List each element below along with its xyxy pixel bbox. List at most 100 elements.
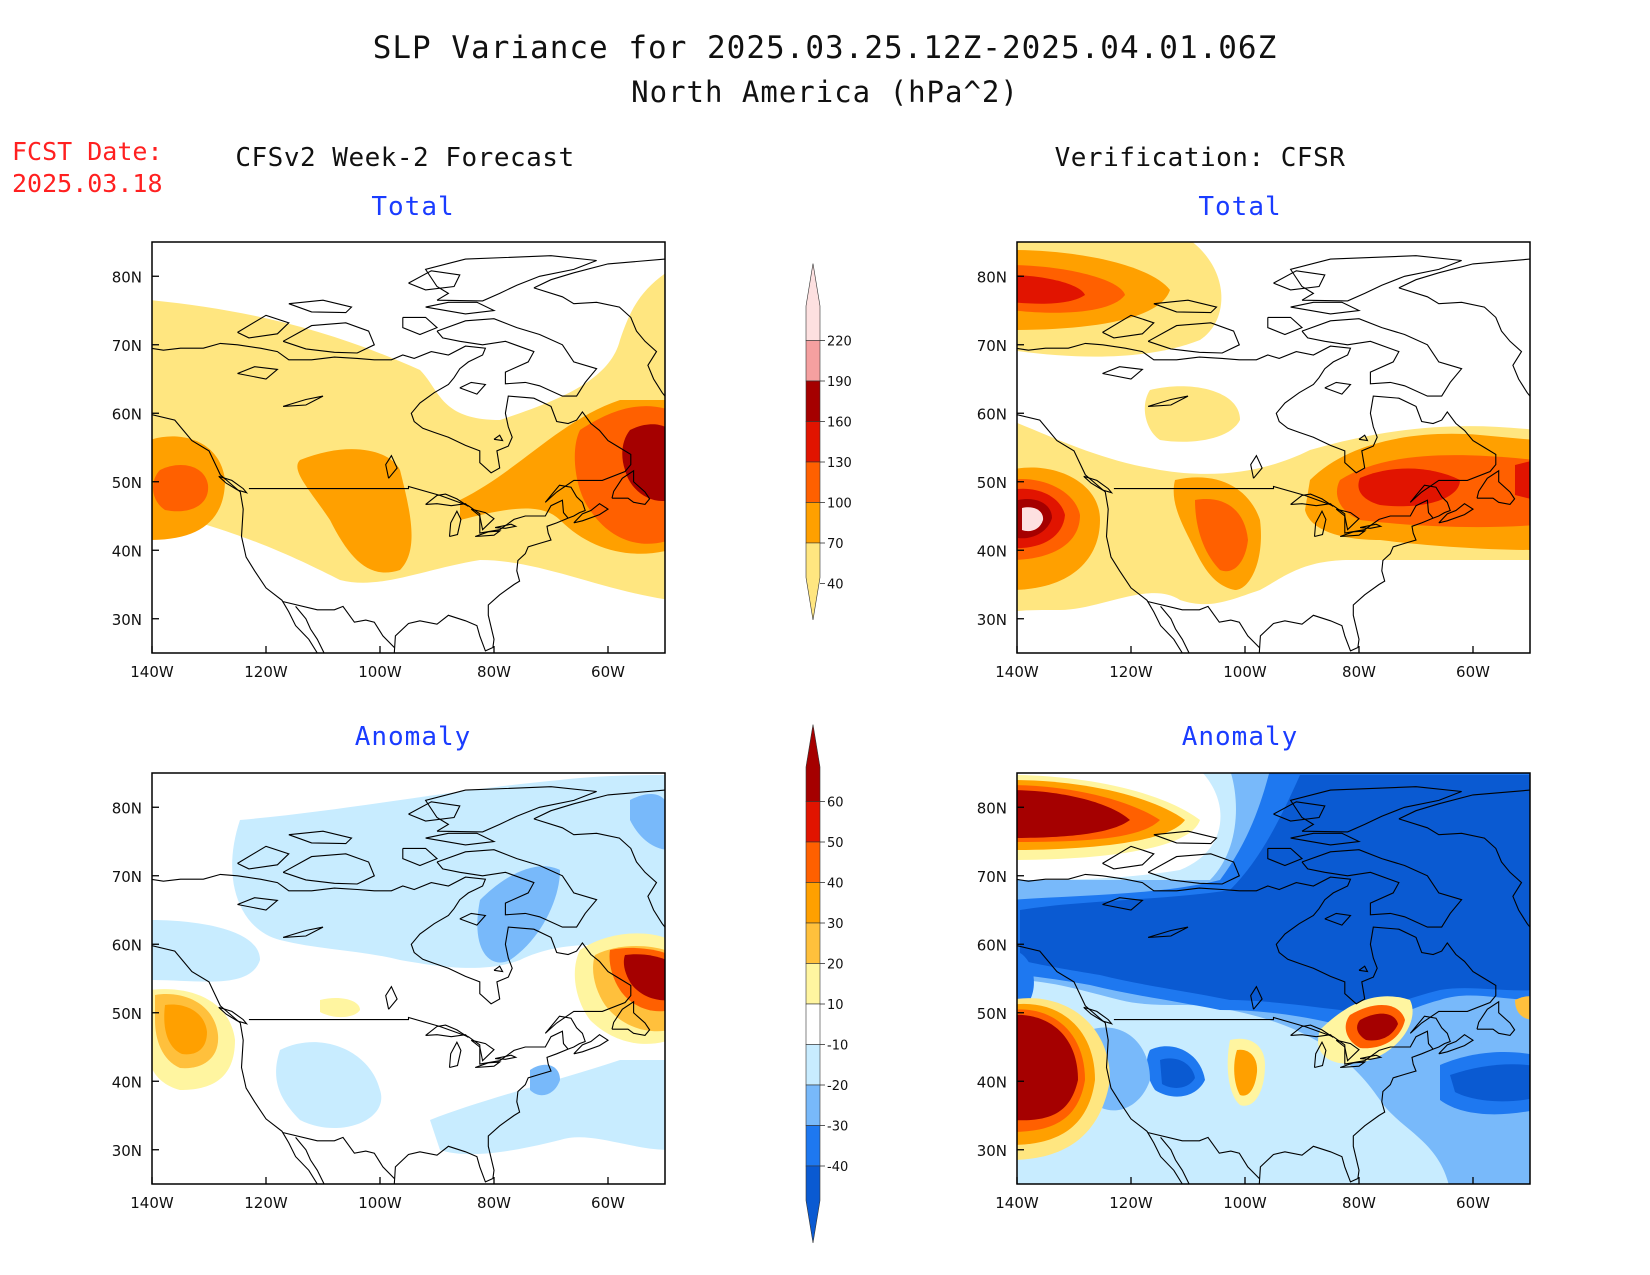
left-column-title: CFSv2 Week-2 Forecast xyxy=(235,143,575,173)
colorbar-segment xyxy=(805,963,821,1005)
coastline xyxy=(282,395,324,407)
lon-tick-label: 100W xyxy=(358,1194,402,1212)
lat-tick-label: 40N xyxy=(977,1073,1007,1091)
coastline xyxy=(1113,1016,1434,1065)
colorbar-segment xyxy=(805,1125,821,1167)
lat-tick-label: 80N xyxy=(977,799,1007,817)
coastline xyxy=(448,1040,462,1069)
coastline xyxy=(1358,434,1369,442)
coastline xyxy=(248,1016,569,1065)
forecast-date-value: 2025.03.18 xyxy=(12,169,163,198)
coastline xyxy=(1017,945,1183,1184)
coastline xyxy=(282,1132,395,1179)
coastline xyxy=(1102,366,1144,380)
colorbar-label: 160 xyxy=(827,416,852,431)
lat-tick-label: 60N xyxy=(977,936,1007,954)
coastline xyxy=(1290,301,1361,315)
lat-tick-label: 50N xyxy=(977,474,1007,492)
coastline xyxy=(1289,786,1462,833)
coastline xyxy=(402,847,439,867)
main-subtitle: North America (hPa^2) xyxy=(631,75,1019,109)
coastline xyxy=(1147,1132,1260,1179)
lon-tick-label: 140W xyxy=(995,663,1039,681)
shading-verification-total xyxy=(1017,242,1530,653)
coastline xyxy=(425,832,496,846)
lat-tick-label: 50N xyxy=(977,1005,1007,1023)
colorbar-label: 220 xyxy=(827,335,852,350)
coastline xyxy=(237,366,279,380)
panel-title-forecast-anomaly: Anomaly xyxy=(354,722,472,752)
coastline xyxy=(1335,508,1360,531)
coastline xyxy=(1273,801,1326,822)
coastline xyxy=(425,301,496,315)
coastline xyxy=(1250,985,1263,1010)
colorbar-segment xyxy=(805,1084,821,1126)
colorbar-label: 20 xyxy=(827,958,844,973)
coastline xyxy=(1267,847,1304,867)
coastline xyxy=(1324,912,1352,926)
forecast-date-block: FCST Date: 2025.03.18 xyxy=(12,136,163,200)
colorbar-label: 130 xyxy=(827,456,852,471)
lon-tick-label: 120W xyxy=(244,1194,288,1212)
coastline xyxy=(533,789,665,820)
coastline xyxy=(152,342,632,653)
coastline xyxy=(408,270,461,291)
colorbar-segment xyxy=(805,542,821,620)
coastline xyxy=(1290,832,1361,846)
coastline xyxy=(1147,853,1241,885)
colorbar-segment xyxy=(805,340,821,382)
coastline xyxy=(1267,316,1304,336)
colorbar-label: 60 xyxy=(827,796,844,811)
map-panel-verification-anomaly xyxy=(1016,772,1531,1185)
lon-tick-label: 100W xyxy=(358,663,402,681)
coastline xyxy=(1102,314,1155,339)
coastline xyxy=(1147,395,1189,407)
coastline xyxy=(1313,509,1327,538)
lat-tick-label: 50N xyxy=(112,1005,142,1023)
coastline xyxy=(1476,1000,1516,1036)
lat-tick-label: 40N xyxy=(977,542,1007,560)
coastline xyxy=(611,469,651,505)
lon-tick-label: 140W xyxy=(130,1194,174,1212)
coastline xyxy=(1398,287,1530,397)
coastline xyxy=(475,1061,502,1069)
colorbar-label: 50 xyxy=(827,836,844,851)
coastline xyxy=(1083,475,1114,494)
coastline xyxy=(282,601,395,648)
coastline xyxy=(1324,381,1352,395)
coastline xyxy=(533,287,665,397)
colorbar-label: 40 xyxy=(827,877,844,892)
coastlines-forecast-total xyxy=(152,255,665,653)
colorbar-segment xyxy=(805,724,821,802)
coastline xyxy=(402,316,439,336)
lat-tick-label: 70N xyxy=(112,337,142,355)
lon-tick-label: 60W xyxy=(591,1194,625,1212)
coastline xyxy=(573,503,610,524)
coastline xyxy=(385,985,398,1010)
lat-tick-label: 60N xyxy=(112,936,142,954)
coastline xyxy=(152,873,632,1184)
coastlines-forecast-anomaly xyxy=(152,786,665,1184)
colorbar-label: -10 xyxy=(827,1039,848,1054)
coastline xyxy=(1438,503,1475,524)
lat-tick-label: 80N xyxy=(112,268,142,286)
right-column-title: Verification: CFSR xyxy=(1054,143,1346,173)
colorbar-segment xyxy=(805,1003,821,1045)
coastline xyxy=(152,414,318,653)
lat-tick-label: 40N xyxy=(112,542,142,560)
lat-tick-label: 70N xyxy=(977,337,1007,355)
coastline xyxy=(1017,414,1183,653)
coastline xyxy=(1301,318,1463,397)
colorbar-segment xyxy=(805,841,821,883)
lat-tick-label: 30N xyxy=(977,611,1007,629)
coastline xyxy=(218,475,249,494)
colorbar-segment xyxy=(805,801,821,843)
lon-tick-label: 80W xyxy=(477,1194,511,1212)
coastline xyxy=(282,926,324,938)
coastline xyxy=(282,322,376,354)
lat-tick-label: 60N xyxy=(112,405,142,423)
coastline xyxy=(1476,469,1516,505)
map-panel-forecast-anomaly xyxy=(151,772,666,1185)
coastline xyxy=(1289,255,1462,302)
panel-title-forecast-total: Total xyxy=(371,192,455,222)
